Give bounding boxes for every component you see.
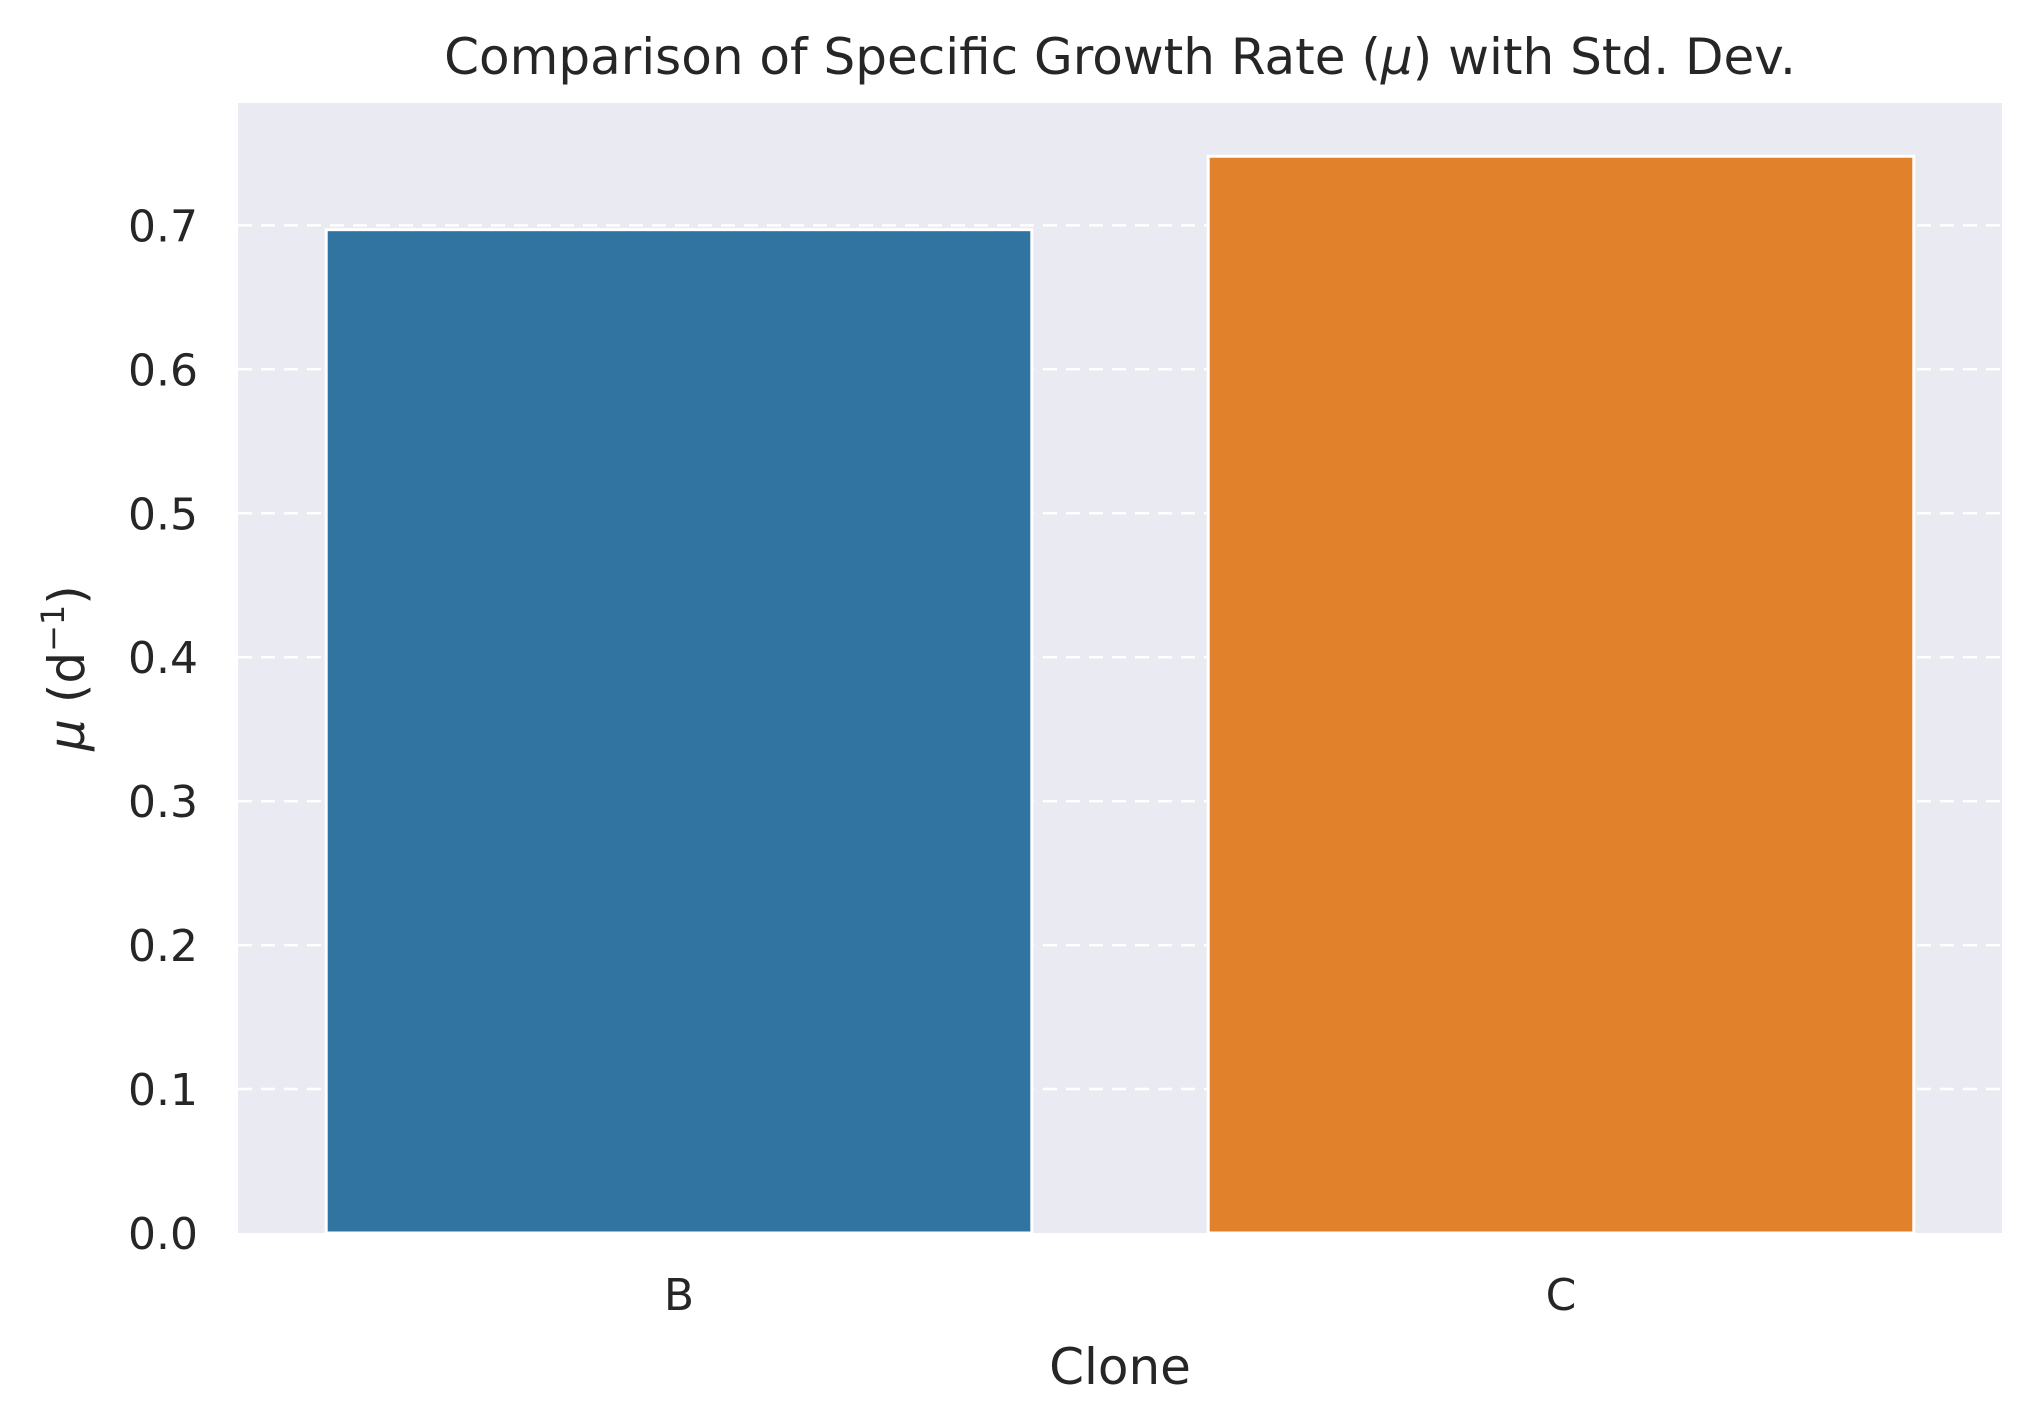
title-mu-symbol: μ xyxy=(1380,28,1413,86)
y-tick-label: 0.2 xyxy=(128,921,198,972)
y-axis-mu-symbol: μ xyxy=(38,719,96,752)
y-tick-label: 0.5 xyxy=(128,489,198,540)
y-tick-label: 0.6 xyxy=(128,345,198,396)
y-tick-label: 0.7 xyxy=(128,201,198,252)
x-tick-label-b: B xyxy=(664,1270,694,1321)
y-tick-labels: 0.0 0.1 0.2 0.3 0.4 0.5 0.6 0.7 xyxy=(128,201,198,1260)
y-tick-label: 0.4 xyxy=(128,633,198,684)
bar-b xyxy=(324,228,1034,1235)
x-tick-label-c: C xyxy=(1546,1270,1577,1321)
y-tick-label: 0.3 xyxy=(128,777,198,828)
grid-lines xyxy=(238,224,2002,1091)
bar-c xyxy=(1206,154,1916,1235)
y-axis-label: μ (d−1) xyxy=(34,585,96,752)
x-axis-label: Clone xyxy=(1049,1338,1191,1396)
y-axis-superscript: −1 xyxy=(34,605,72,652)
chart-title: Comparison of Specific Growth Rate (μ) w… xyxy=(444,28,1796,86)
y-tick-label: 0.0 xyxy=(128,1209,198,1260)
bars xyxy=(324,154,1916,1235)
y-tick-label: 0.1 xyxy=(128,1065,198,1116)
